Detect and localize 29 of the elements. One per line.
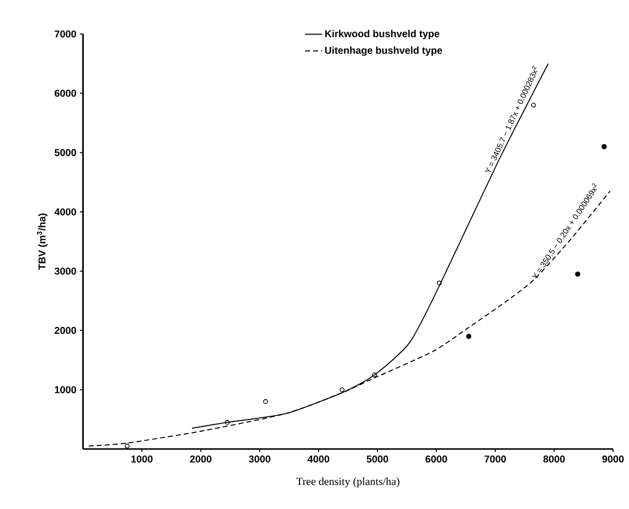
y-tick-label: 4000 xyxy=(54,208,76,216)
point xyxy=(436,280,442,286)
x-axis-title: Tree density (plants/ha) xyxy=(296,477,400,488)
x-tick-label: 1000 xyxy=(131,456,153,463)
y-tick-label: 7000 xyxy=(54,30,76,38)
point xyxy=(372,372,377,378)
x-tick-label: 6000 xyxy=(426,456,448,463)
x-tick-label: 8000 xyxy=(543,456,565,463)
x-tick-label: 3000 xyxy=(248,456,270,463)
point xyxy=(340,387,345,392)
y-tick-label: 3000 xyxy=(54,268,76,275)
point xyxy=(263,399,268,404)
y-tick-label: 2000 xyxy=(54,326,76,334)
point xyxy=(224,420,230,425)
y-tick-label: 1000 xyxy=(54,386,76,394)
y-tick-label: 5000 xyxy=(54,149,76,156)
point xyxy=(124,444,130,448)
x-tick-label: 5000 xyxy=(366,456,388,463)
point xyxy=(466,334,472,339)
legend-label: Uitenhage bushveld type xyxy=(325,46,442,56)
y-axis-title: TBV (m$^{3}$/ha) xyxy=(36,214,48,270)
x-tick-label: 2000 xyxy=(190,456,212,463)
x-tick-label: 9000 xyxy=(602,456,624,463)
y-tick-label: 6000 xyxy=(54,90,76,97)
point xyxy=(575,272,580,277)
x-tick-label: 4000 xyxy=(308,456,330,463)
legend-label: Kirkwood bushveld type xyxy=(325,30,440,40)
point xyxy=(602,144,607,150)
x-tick-label: 7000 xyxy=(484,456,506,463)
